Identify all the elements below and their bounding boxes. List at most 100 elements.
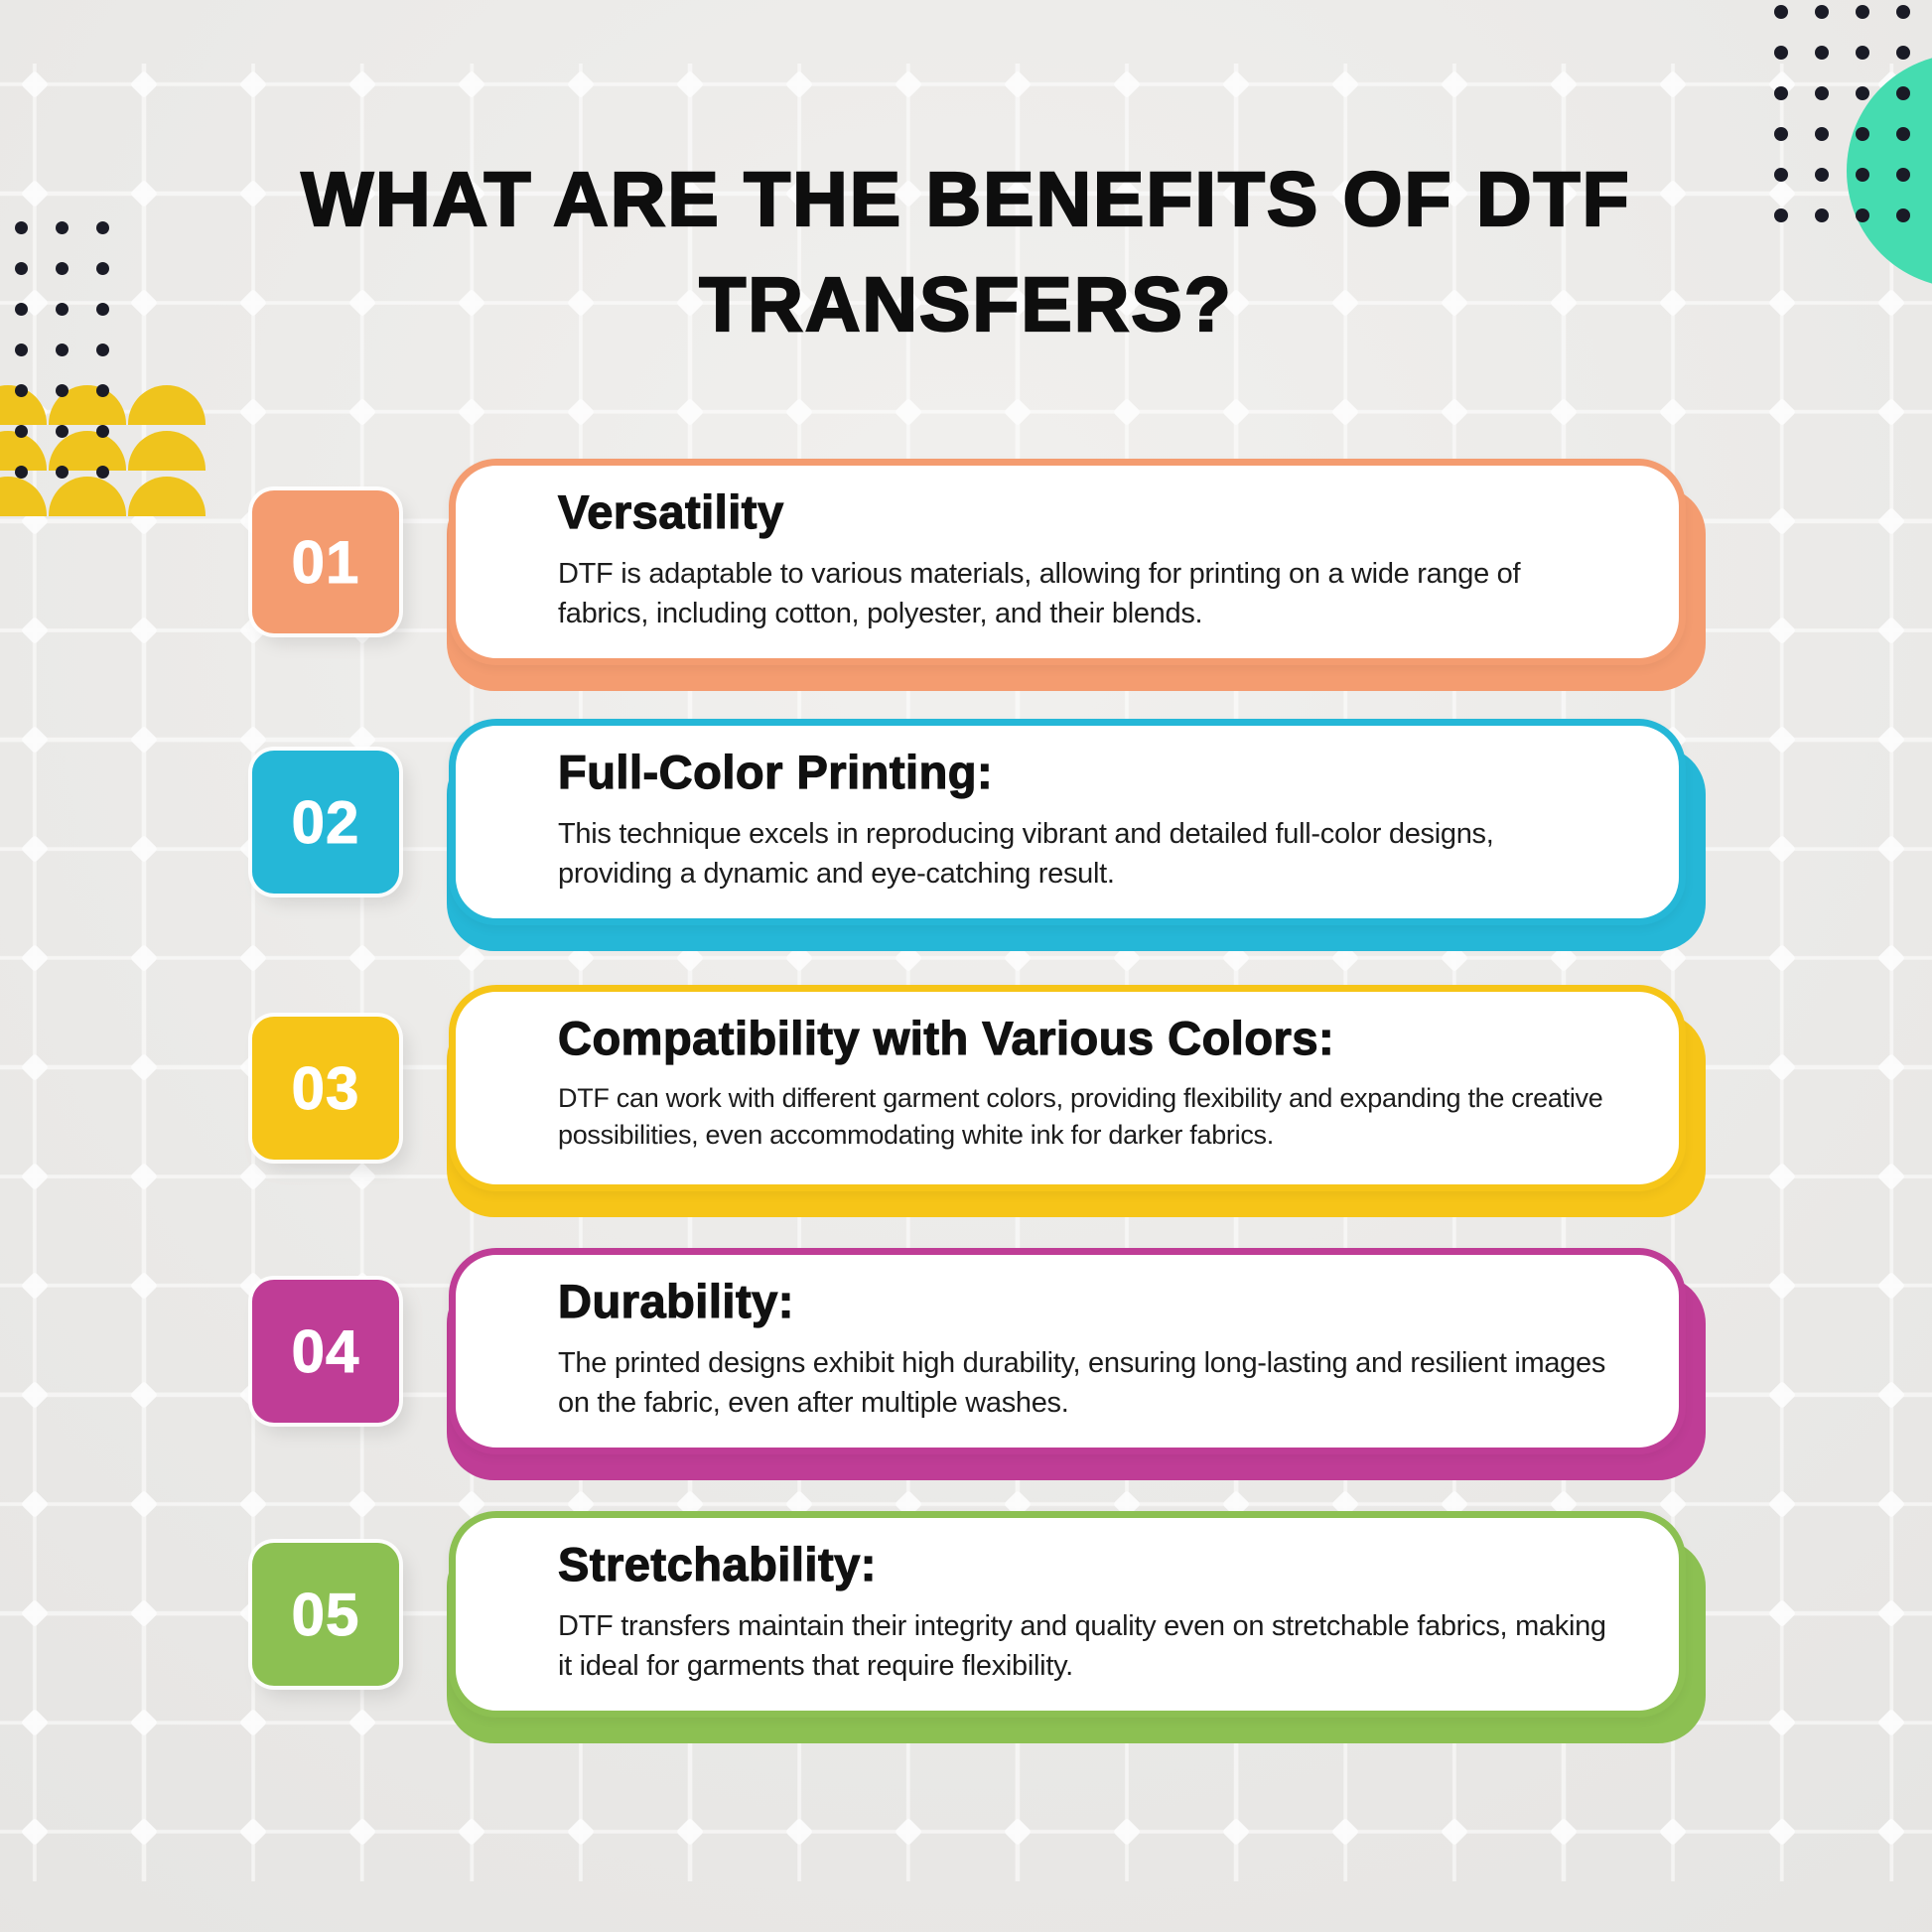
- grid-diamond: [1112, 397, 1142, 427]
- grid-diamond: [566, 1817, 596, 1847]
- decorative-dot: [1896, 46, 1910, 60]
- decorative-dot: [1896, 208, 1910, 222]
- grid-diamond: [1330, 1817, 1360, 1847]
- benefit-card-4: 04 Durability: The printed designs exhib…: [252, 1248, 1706, 1480]
- card-panel: Durability: The printed designs exhibit …: [449, 1248, 1686, 1454]
- grid-diamond: [1876, 616, 1906, 645]
- grid-diamond: [1767, 616, 1797, 645]
- grid-diamond: [1767, 1271, 1797, 1301]
- grid-diamond: [1549, 1817, 1579, 1847]
- number-label: 04: [291, 1317, 360, 1385]
- card-panel: Versatility DTF is adaptable to various …: [449, 459, 1686, 665]
- card-heading: Versatility: [557, 484, 784, 538]
- grid-diamond: [457, 69, 486, 99]
- grid-diamond: [129, 725, 159, 755]
- decorative-dot: [1815, 5, 1829, 19]
- decorative-dot: [1896, 5, 1910, 19]
- grid-diamond: [1876, 1052, 1906, 1082]
- grid-diamond: [20, 1817, 50, 1847]
- grid-diamond: [1767, 1052, 1797, 1082]
- decorative-dot: [55, 383, 69, 397]
- number-label: 02: [291, 788, 360, 856]
- decorative-dot: [95, 343, 109, 356]
- grid-diamond: [784, 1817, 814, 1847]
- grid-diamond: [1876, 1708, 1906, 1737]
- grid-diamond: [675, 69, 705, 99]
- grid-diamond: [1876, 1271, 1906, 1301]
- card-panel: Stretchability: DTF transfers maintain t…: [449, 1511, 1686, 1718]
- grid-diamond: [129, 1817, 159, 1847]
- grid-diamond: [1876, 1817, 1906, 1847]
- grid-diamond: [347, 69, 377, 99]
- grid-diamond: [129, 1052, 159, 1082]
- decorative-dot: [55, 465, 69, 479]
- grid-diamond: [1876, 1380, 1906, 1410]
- grid-diamond: [129, 834, 159, 864]
- grid-diamond: [1876, 943, 1906, 973]
- grid-diamond: [894, 397, 923, 427]
- decorative-dot: [14, 220, 28, 234]
- decorative-dot: [1774, 208, 1788, 222]
- grid-diamond: [1876, 834, 1906, 864]
- card-panel: Compatibility with Various Colors: DTF c…: [449, 985, 1686, 1191]
- decorative-dot: [1856, 5, 1869, 19]
- number-tile: 01: [252, 490, 399, 633]
- decorative-dot: [55, 424, 69, 438]
- decorative-dot: [95, 465, 109, 479]
- grid-diamond: [1440, 397, 1469, 427]
- decorative-dot: [14, 343, 28, 356]
- card-heading: Durability:: [557, 1274, 794, 1327]
- decorative-dot: [55, 302, 69, 316]
- decorative-dot: [1896, 127, 1910, 141]
- grid-diamond: [20, 1052, 50, 1082]
- grid-diamond: [129, 943, 159, 973]
- grid-diamond: [784, 69, 814, 99]
- grid-diamond: [238, 1708, 268, 1737]
- grid-diamond: [457, 1817, 486, 1847]
- grid-diamond: [347, 1708, 377, 1737]
- grid-diamond: [1003, 397, 1033, 427]
- grid-diamond: [1767, 1162, 1797, 1191]
- grid-diamond: [1221, 69, 1251, 99]
- grid-diamond: [1221, 397, 1251, 427]
- decorative-dot: [14, 302, 28, 316]
- grid-diamond: [129, 1162, 159, 1191]
- grid-diamond: [1658, 1817, 1688, 1847]
- grid-diamond: [675, 397, 705, 427]
- grid-diamond: [1003, 1817, 1033, 1847]
- grid-diamond: [238, 1162, 268, 1191]
- decorative-dot: [1774, 5, 1788, 19]
- grid-diamond: [129, 1489, 159, 1519]
- decorative-dot: [1856, 208, 1869, 222]
- grid-diamond: [20, 616, 50, 645]
- grid-diamond: [20, 834, 50, 864]
- card-panel: Full-Color Printing: This technique exce…: [449, 719, 1686, 925]
- grid-diamond: [238, 397, 268, 427]
- decorative-dot: [1774, 86, 1788, 100]
- grid-diamond: [1767, 397, 1797, 427]
- grid-diamond: [347, 943, 377, 973]
- grid-diamond: [238, 69, 268, 99]
- number-label: 05: [291, 1581, 360, 1648]
- grid-diamond: [784, 397, 814, 427]
- grid-diamond: [20, 943, 50, 973]
- decorative-dot: [1815, 208, 1829, 222]
- grid-diamond: [1440, 69, 1469, 99]
- grid-diamond: [1767, 1817, 1797, 1847]
- title-line-1: WHAT ARE THE BENEFITS OF DTF: [300, 156, 1631, 243]
- grid-diamond: [238, 943, 268, 973]
- grid-diamond: [347, 1489, 377, 1519]
- grid-diamond: [129, 69, 159, 99]
- decorative-dot: [55, 343, 69, 356]
- grid-diamond: [1767, 1708, 1797, 1737]
- grid-diamond: [20, 69, 50, 99]
- grid-diamond: [129, 616, 159, 645]
- number-label: 01: [291, 528, 360, 596]
- decorative-dot: [1774, 46, 1788, 60]
- grid-diamond: [1549, 397, 1579, 427]
- decorative-dot: [14, 465, 28, 479]
- decorative-dot: [1774, 168, 1788, 182]
- decorative-dot: [14, 383, 28, 397]
- grid-diamond: [20, 1708, 50, 1737]
- grid-diamond: [347, 1817, 377, 1847]
